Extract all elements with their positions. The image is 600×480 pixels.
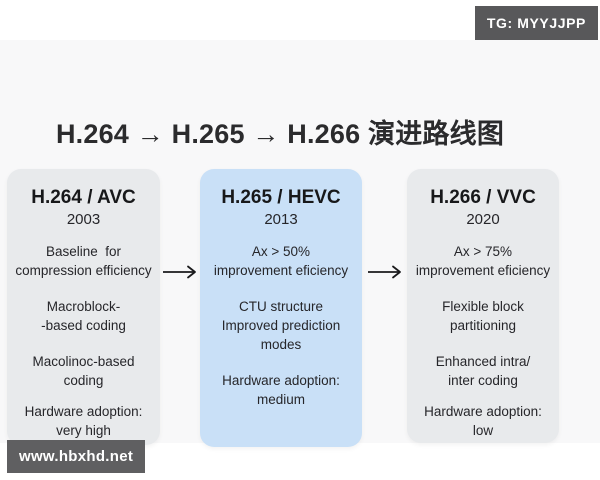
feature-line: Macolinoc-based bbox=[32, 354, 135, 369]
feature-block: Hardware adoption: medium bbox=[200, 371, 362, 409]
feature-block: Hardware adoption: low bbox=[407, 402, 559, 440]
feature-block: Ax > 75% improvement eficiency bbox=[407, 242, 559, 280]
feature-block: CTU structure Improved prediction modes bbox=[200, 297, 362, 354]
card-title: H.265 / HEVC bbox=[221, 187, 341, 208]
feature-line: Macroblock- bbox=[46, 299, 121, 314]
feature-line: Hardware adoption: bbox=[424, 404, 542, 419]
arrow-right-icon bbox=[362, 169, 407, 279]
feature-line: very high bbox=[56, 423, 111, 438]
card-year: 2003 bbox=[66, 211, 101, 228]
feature-block: Ax > 50% improvement eficiency bbox=[200, 242, 362, 280]
feature-line: improvement eficiency bbox=[415, 263, 551, 278]
page-title: H.264 → H.265 → H.266 演进路线图 bbox=[55, 119, 505, 149]
feature-line: medium bbox=[256, 392, 305, 407]
feature-line: Flexible block bbox=[442, 299, 524, 314]
feature-block: Macolinoc-based coding bbox=[7, 352, 160, 390]
card-h266-vvc: H.266 / VVC 2020 Ax > 75% improvement ef… bbox=[407, 169, 559, 443]
feature-block: Baseline for compression efficiency bbox=[7, 242, 160, 280]
feature-line: Hardware adoption: bbox=[222, 373, 340, 388]
feature-line: compression efficiency bbox=[15, 263, 152, 278]
feature-line: -based coding bbox=[41, 318, 126, 333]
feature-line: Improved prediction bbox=[221, 318, 341, 333]
feature-line: Ax > 50% bbox=[251, 244, 311, 259]
feature-block: Flexible block partitioning bbox=[407, 297, 559, 335]
card-h265-hevc: H.265 / HEVC 2013 Ax > 50% improvement e… bbox=[200, 169, 362, 447]
feature-block: Macroblock- -based coding bbox=[7, 297, 160, 335]
feature-line: low bbox=[472, 423, 494, 438]
feature-line: Hardware adoption: bbox=[24, 404, 143, 419]
feature-block: Enhanced intra/ inter coding bbox=[407, 352, 559, 390]
card-year: 2020 bbox=[466, 211, 500, 228]
feature-line: Ax > 75% bbox=[453, 244, 513, 259]
card-title: H.264 / AVC bbox=[31, 187, 136, 208]
watermark-badge: www.hbxhd.net bbox=[7, 440, 146, 473]
content-panel: H.264 → H.265 → H.266 演进路线图 H.264 / AVC … bbox=[0, 40, 600, 447]
arrow-right-icon bbox=[160, 169, 200, 279]
card-year: 2013 bbox=[264, 211, 298, 228]
card-h264-avc: H.264 / AVC 2003 Baseline for compressio… bbox=[7, 169, 160, 445]
tg-badge: TG: MYYJJPP bbox=[474, 6, 598, 40]
feature-line: coding bbox=[63, 373, 104, 388]
feature-block: Hardware adoption: very high bbox=[7, 402, 160, 440]
feature-line: Baseline for bbox=[45, 244, 122, 259]
feature-line: inter coding bbox=[448, 373, 518, 388]
feature-line: partitioning bbox=[449, 318, 517, 333]
roadmap-row: H.264 / AVC 2003 Baseline for compressio… bbox=[7, 169, 559, 447]
feature-line: Enhanced intra/ bbox=[435, 354, 531, 369]
card-title: H.266 / VVC bbox=[430, 187, 536, 208]
feature-line: CTU structure bbox=[238, 299, 323, 314]
feature-line: improvement eficiency bbox=[213, 263, 349, 278]
feature-line: modes bbox=[260, 337, 302, 352]
